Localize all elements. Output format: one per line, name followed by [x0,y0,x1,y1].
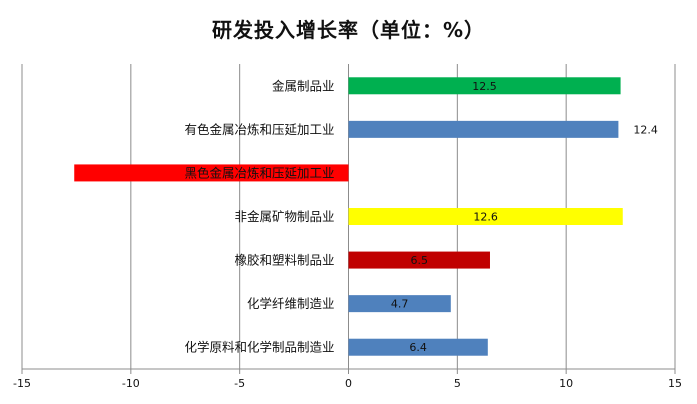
x-tick-label: 5 [454,377,461,390]
x-tick-label: -5 [234,377,245,390]
category-labels: 金属制品业有色金属冶炼和压延加工业黑色金属冶炼和压延加工业非金属矿物制品业橡胶和… [184,78,334,354]
x-tick-label: -15 [13,377,31,390]
data-label: 12.5 [472,80,497,93]
x-tick-label: -10 [122,377,140,390]
bar [348,338,488,356]
x-tick-label: 10 [559,377,573,390]
category-label: 化学纤维制造业 [247,296,335,311]
data-label: 12.6 [473,211,498,224]
x-tick-label: 0 [345,377,352,390]
chart-title: 研发投入增长率（单位：%） [211,18,486,42]
data-label: 6.5 [410,254,428,267]
value-labels: 12.5 12.4 12.6 6.5 4.7 6.4 [391,80,658,354]
bar [348,120,619,138]
x-tick-label: 15 [668,377,682,390]
bars [74,77,623,356]
bar [348,251,490,269]
bar [348,208,623,225]
category-label: 非金属矿物制品业 [234,209,334,224]
bar [348,295,451,313]
category-label: 化学原料和化学制品制造业 [184,340,334,355]
data-label: 4.7 [391,298,409,311]
data-label: 12.4 [633,123,658,136]
data-label: 6.4 [409,341,427,354]
category-label: 金属制品业 [272,78,335,93]
bar [74,164,349,182]
category-label: 黑色金属冶炼和压延加工业 [184,165,334,180]
x-axis: -15 -10 -5 0 5 10 15 [13,368,682,390]
category-label: 有色金属冶炼和压延加工业 [184,122,334,137]
bar [348,77,621,95]
category-label: 橡胶和塑料制品业 [234,253,334,268]
